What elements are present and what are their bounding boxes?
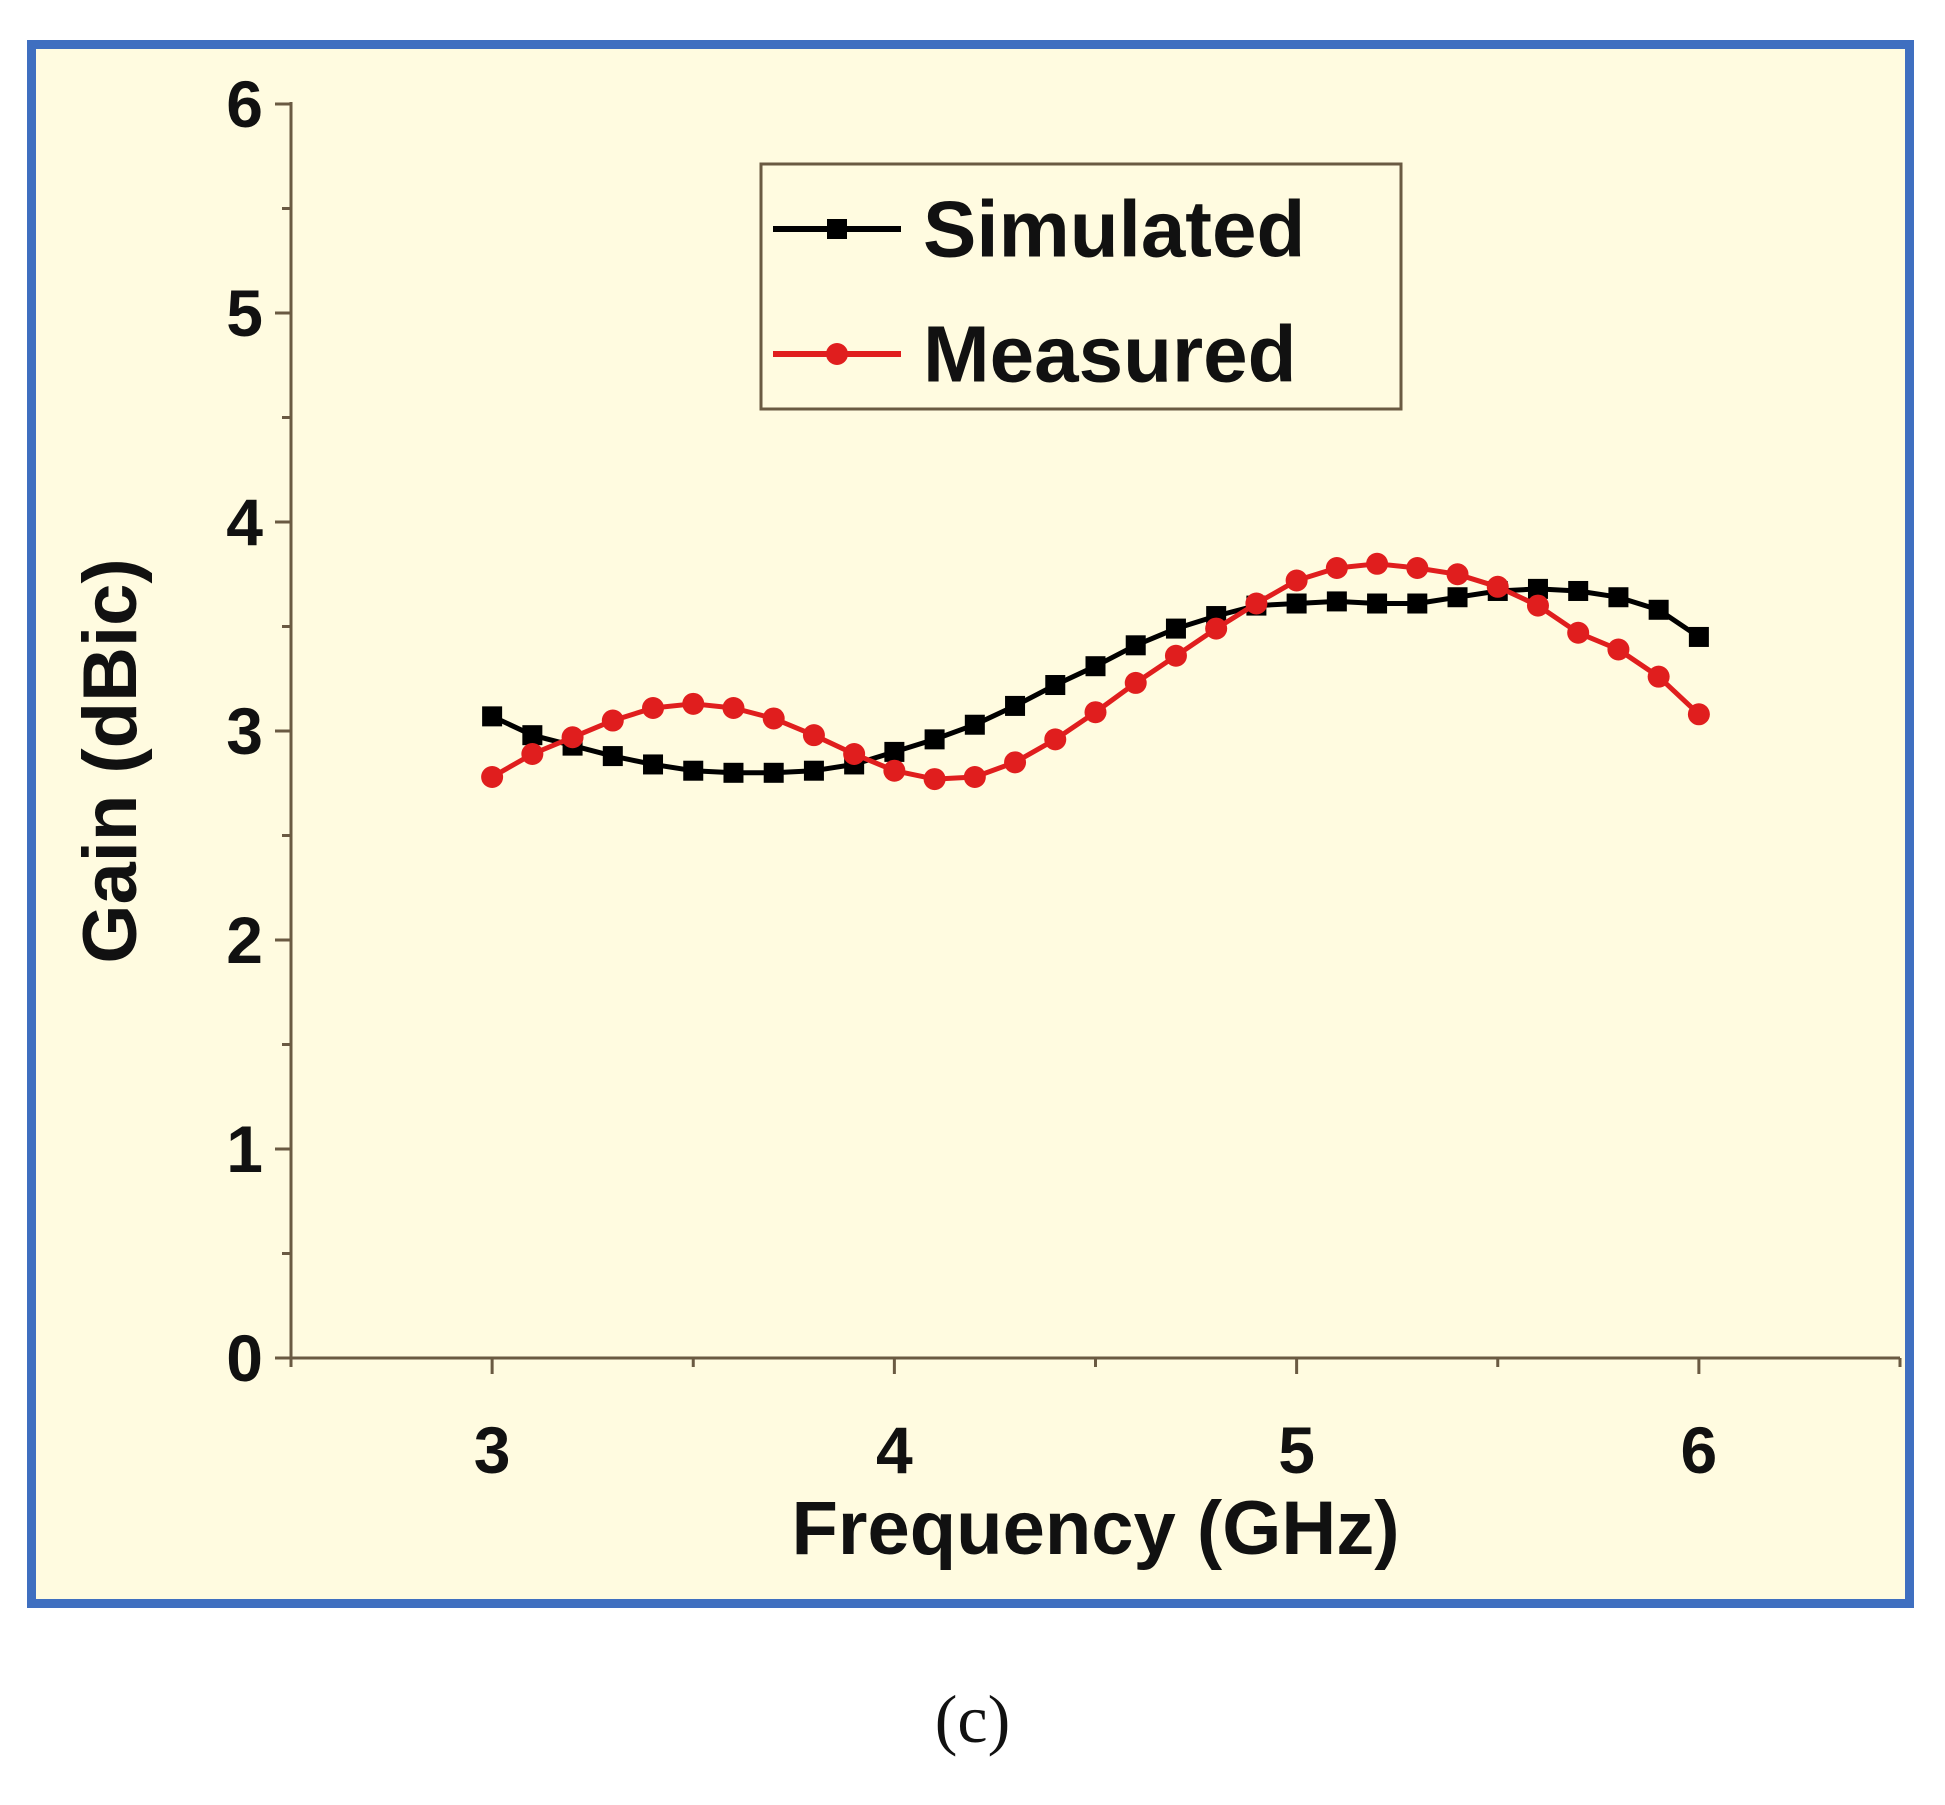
simulated-point [1407, 593, 1428, 614]
simulated-point [1608, 587, 1629, 608]
measured-point [1446, 563, 1469, 586]
legend-label-simulated: Simulated [923, 185, 1305, 274]
simulated-point [1005, 695, 1026, 716]
simulated-point [1568, 580, 1589, 601]
simulated-point [1648, 599, 1669, 620]
series-simulated [482, 578, 1709, 783]
simulated-point [643, 754, 664, 775]
simulated-point [522, 725, 543, 746]
measured-point [883, 759, 906, 782]
x-axis-title: Frequency (GHz) [791, 1486, 1399, 1571]
series-measured [481, 552, 1710, 791]
simulated-point [924, 729, 945, 750]
measured-point [601, 709, 624, 732]
x-tick-label: 3 [474, 1413, 511, 1487]
measured-point [1124, 671, 1147, 694]
simulated-point [964, 714, 985, 735]
measured-point [1004, 751, 1027, 774]
y-axis-title: Gain (dBic) [68, 558, 153, 963]
simulated-point [602, 746, 623, 767]
y-tick-label: 5 [226, 276, 263, 350]
simulated-point [1165, 618, 1186, 639]
axes: 0 1 2 3 4 5 6 3 4 5 6 Frequency (GHz) Gain (dBic) [68, 67, 1902, 1571]
measured-point [1245, 592, 1268, 615]
measured-point [1406, 556, 1429, 579]
legend-swatch-marker [827, 219, 847, 239]
measured-point [963, 765, 986, 788]
x-tick-label: 5 [1278, 1413, 1315, 1487]
legend: Simulated Measured [759, 162, 1403, 411]
measured-point [722, 697, 745, 720]
simulated-line [491, 586, 1701, 776]
simulated-point [1688, 626, 1709, 647]
simulated-point [884, 741, 905, 762]
simulated-point [1527, 578, 1548, 599]
simulated-point [1447, 587, 1468, 608]
measured-point [802, 724, 825, 747]
measured-point [521, 742, 544, 765]
measured-point [1164, 644, 1187, 667]
measured-point [1486, 575, 1509, 598]
measured-point [481, 765, 504, 788]
legend-item-simulated: Simulated [773, 185, 1305, 274]
simulated-point [1367, 593, 1388, 614]
measured-point [1647, 665, 1670, 688]
simulated-point [1045, 675, 1066, 696]
figure-caption: (c) [934, 1681, 1011, 1757]
y-tick-label: 1 [226, 1112, 263, 1186]
measured-point [682, 692, 705, 715]
simulated-point [683, 760, 704, 781]
measured-point [1285, 569, 1308, 592]
x-tick-label: 4 [876, 1413, 913, 1487]
simulated-point [723, 762, 744, 783]
measured-point [1366, 552, 1389, 575]
measured-point [642, 697, 665, 720]
measured-point [1044, 728, 1067, 751]
legend-label-measured: Measured [923, 310, 1296, 399]
measured-point [1687, 703, 1710, 726]
simulated-point [1326, 591, 1347, 612]
measured-point [1567, 621, 1590, 644]
gain-chart: 0 1 2 3 4 5 6 3 4 5 6 Frequency (GHz) Gain (dBic) Si… [68, 67, 1902, 1571]
y-tick-label: 3 [226, 694, 263, 768]
simulated-point [803, 760, 824, 781]
measured-point [843, 742, 866, 765]
simulated-point [1085, 656, 1106, 677]
simulated-point [1286, 593, 1307, 614]
measured-point [1607, 638, 1630, 661]
legend-box [759, 162, 1403, 411]
measured-point [1325, 556, 1348, 579]
y-tick-label: 0 [226, 1321, 263, 1395]
measured-point [1205, 617, 1228, 640]
measured-point [1084, 701, 1107, 724]
series-layer [481, 552, 1710, 791]
measured-point [1526, 594, 1549, 617]
simulated-point [482, 706, 503, 727]
y-tick-label: 6 [226, 67, 263, 141]
measured-point [762, 707, 785, 730]
measured-point [923, 768, 946, 791]
measured-point [561, 726, 584, 749]
figure-panel: 0 1 2 3 4 5 6 3 4 5 6 Frequency (GHz) Gain (dBic) Si… [27, 40, 1914, 1608]
legend-item-measured: Measured [773, 310, 1296, 399]
simulated-point [763, 762, 784, 783]
x-tick-label: 6 [1681, 1413, 1718, 1487]
legend-swatch-marker [826, 343, 848, 365]
y-tick-label: 2 [226, 903, 263, 977]
y-tick-label: 4 [226, 485, 263, 559]
simulated-point [1125, 635, 1146, 656]
